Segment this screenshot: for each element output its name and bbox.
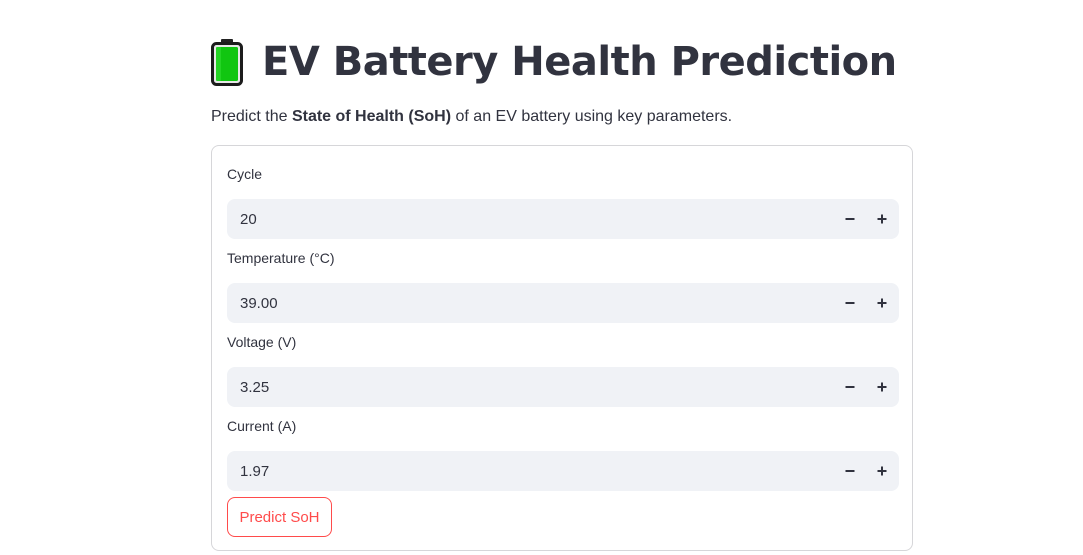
temperature-decrement-button[interactable] [834,283,866,323]
cycle-label: Cycle [227,166,263,182]
cycle-input[interactable] [227,199,807,239]
cycle-increment-button[interactable] [866,199,898,239]
plus-icon [877,382,887,392]
cycle-decrement-button[interactable] [834,199,866,239]
current-field: Current (A) [227,417,899,491]
predict-soh-button[interactable]: Predict SoH [227,497,332,537]
voltage-increment-button[interactable] [866,367,898,407]
current-input[interactable] [227,451,807,491]
subtitle-prefix: Predict the [211,108,292,125]
temperature-label: Temperature (°C) [227,250,335,266]
current-label: Current (A) [227,418,297,434]
voltage-label: Voltage (V) [227,334,297,350]
minus-icon [845,302,855,304]
prediction-form: Cycle Temperature (°C) [211,145,913,551]
voltage-input-container [227,367,899,407]
temperature-increment-button[interactable] [866,283,898,323]
subtitle-suffix: of an EV battery using key parameters. [451,108,733,125]
cycle-field: Cycle [227,165,899,239]
temperature-input-container [227,283,899,323]
page-header: EV Battery Health Prediction [211,34,897,90]
temperature-input[interactable] [227,283,807,323]
minus-icon [845,470,855,472]
current-input-container [227,451,899,491]
subtitle-bold: State of Health (SoH) [291,108,452,125]
minus-icon [845,386,855,388]
voltage-decrement-button[interactable] [834,367,866,407]
current-decrement-button[interactable] [834,451,866,491]
plus-icon [877,298,887,308]
temperature-field: Temperature (°C) [227,249,899,323]
minus-icon [845,218,855,220]
plus-icon [877,466,887,476]
voltage-field: Voltage (V) [227,333,899,407]
page-subtitle: Predict the State of Health (SoH) of an … [211,106,732,128]
page-title: EV Battery Health Prediction [262,39,897,85]
voltage-input[interactable] [227,367,807,407]
cycle-input-container [227,199,899,239]
current-increment-button[interactable] [866,451,898,491]
battery-icon [211,38,243,86]
plus-icon [877,214,887,224]
